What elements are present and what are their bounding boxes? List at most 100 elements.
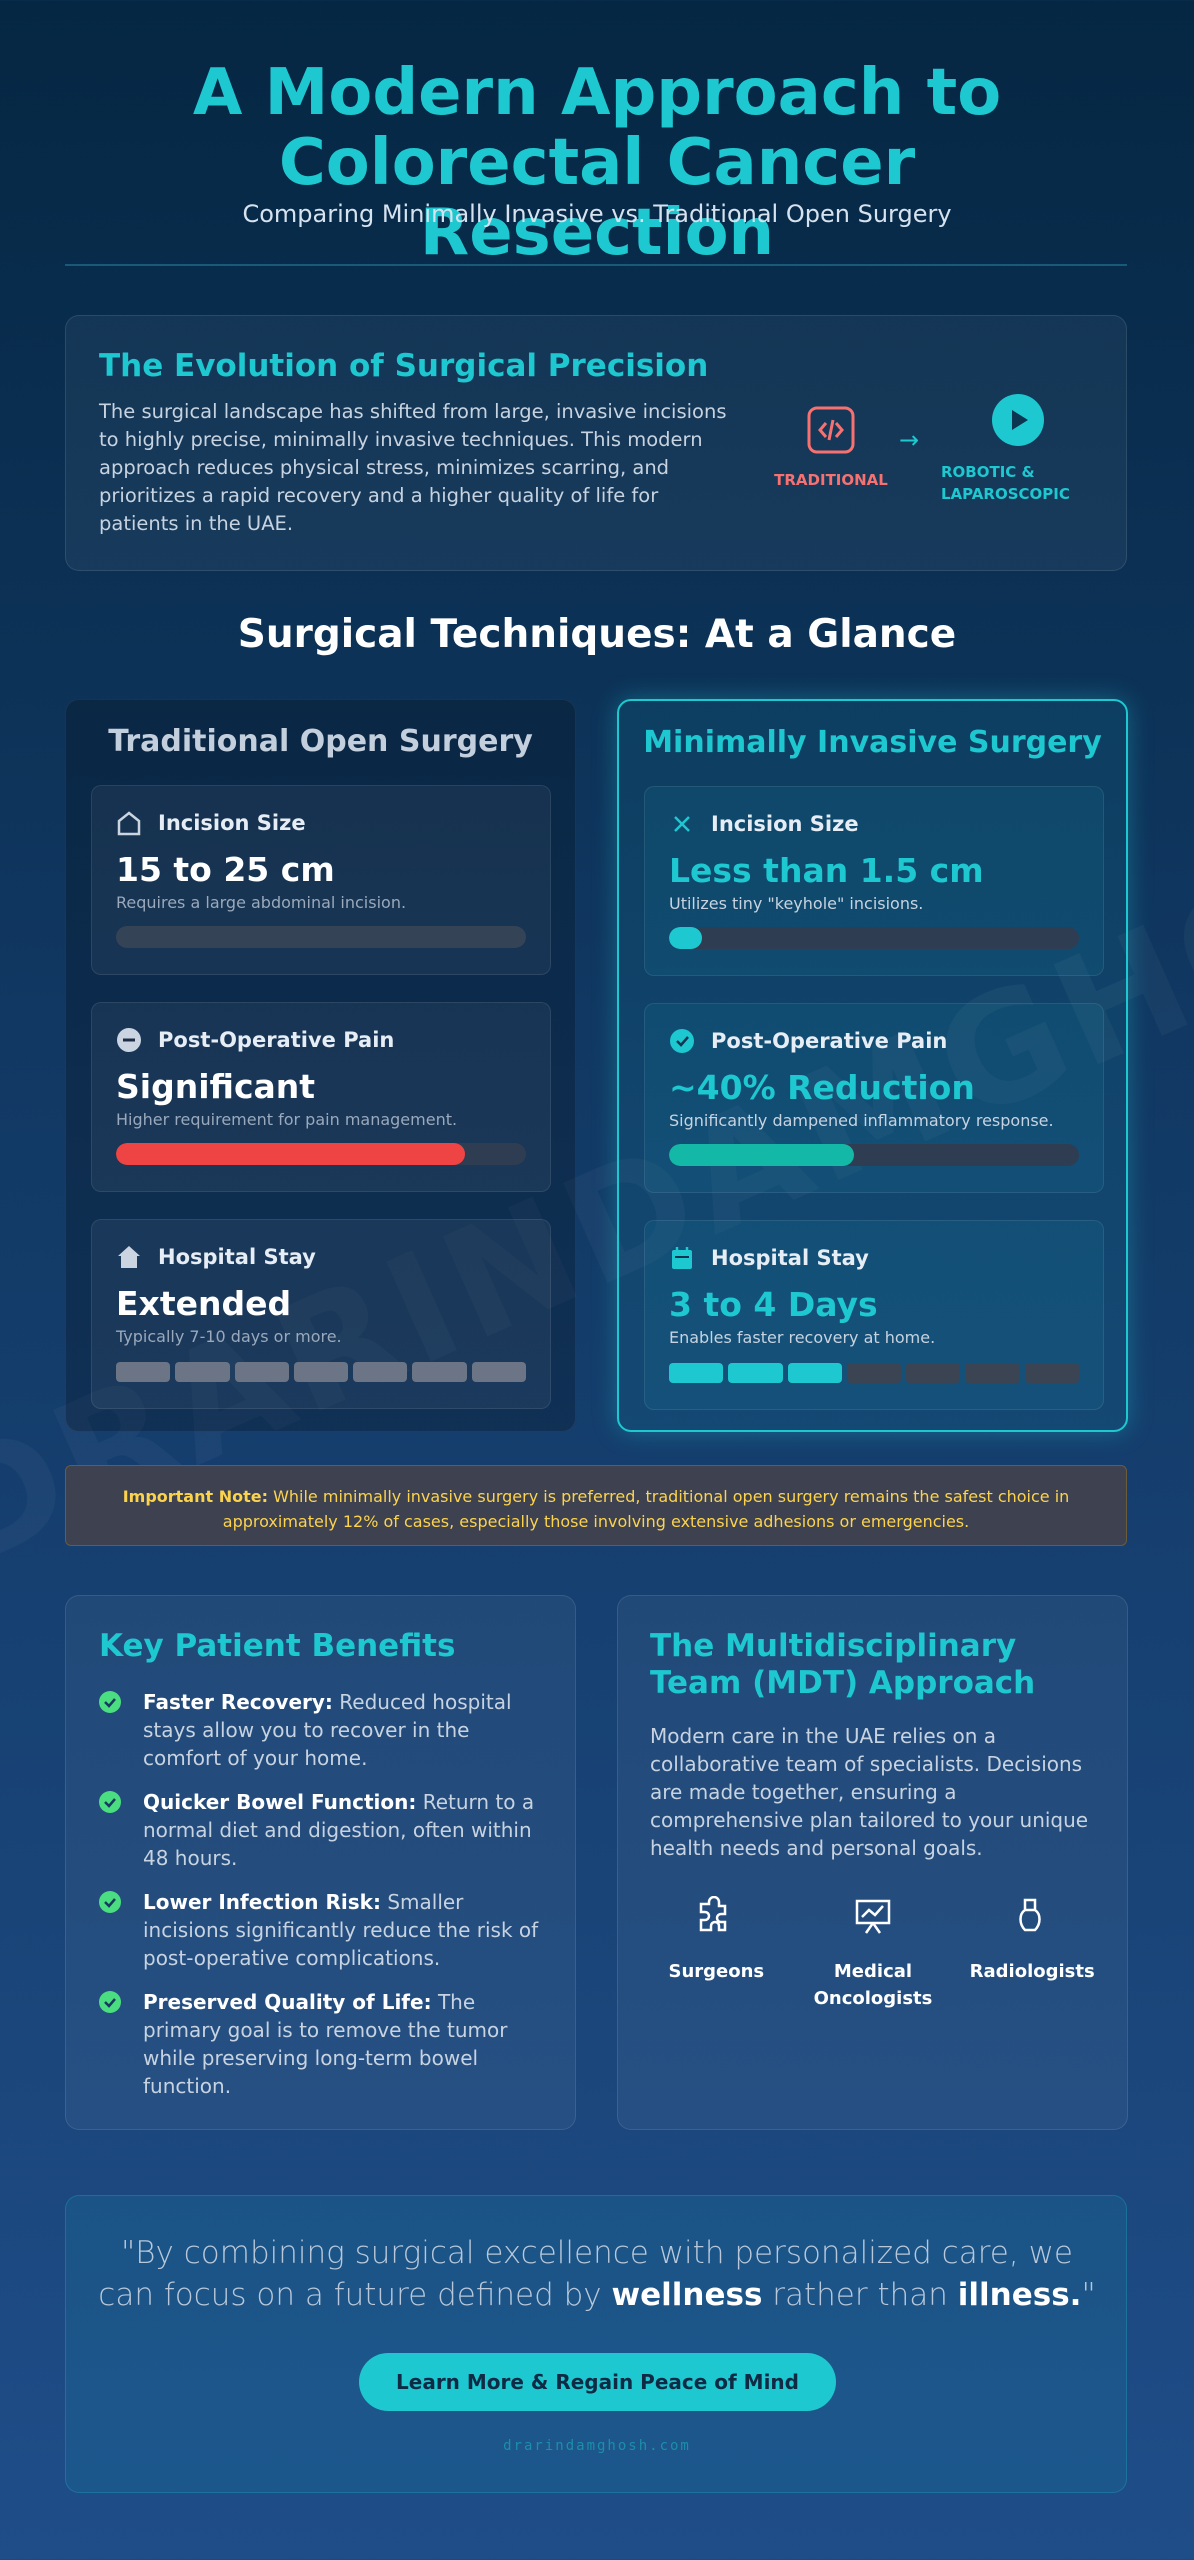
to-label: ROBOTIC & LAPAROSCOPIC	[941, 463, 1070, 503]
evolution-card: The Evolution of Surgical Precision The …	[65, 315, 1127, 571]
benefit-lead: Quicker Bowel Function:	[143, 1790, 417, 1814]
mdt-text: Modern care in the UAE relies on a colla…	[650, 1724, 1089, 1860]
icon	[116, 1244, 142, 1270]
divider	[65, 264, 1127, 266]
metric-label: Hospital Stay	[158, 1245, 316, 1269]
metric-value: Less than 1.5 cm	[669, 851, 984, 890]
metric-card: Post-Operative Pain ~40% Reduction Signifi…	[644, 1003, 1104, 1193]
evolution-title: The Evolution of Surgical Precision	[99, 348, 709, 384]
progress-fill	[116, 926, 526, 948]
progress-track	[669, 927, 1079, 949]
metric-note: Utilizes tiny "keyhole" incisions.	[669, 894, 924, 913]
role: Radiologists	[960, 1896, 1100, 2012]
segment	[1024, 1363, 1079, 1383]
metric-label: Hospital Stay	[711, 1246, 869, 1270]
benefit-lead: Preserved Quality of Life:	[143, 1990, 432, 2014]
note-text: While minimally invasive surgery is pref…	[222, 1487, 1070, 1531]
role-label: Medical Oncologists	[813, 1961, 933, 2009]
metric-header: Hospital Stay	[669, 1243, 1079, 1273]
benefit-item: Faster Recovery: Reduced hospital stays …	[99, 1688, 549, 1788]
note-box: Important Note: While minimally invasive…	[65, 1465, 1127, 1546]
benefits-title: Key Patient Benefits	[99, 1628, 456, 1664]
benefit-text: The primary goal is to remove the tumor …	[143, 1990, 508, 2098]
quote-emphasis: wellness	[611, 2277, 763, 2313]
segment	[787, 1363, 842, 1383]
role-label: Surgeons	[668, 1961, 765, 1982]
segment	[412, 1362, 467, 1382]
metric-card: Incision Size Less than 1.5 cm Utilizes ti…	[644, 786, 1104, 976]
technique-column: Traditional Open Surgery Incision Size 15 …	[65, 699, 576, 1432]
metric-note: Higher requirement for pain management.	[116, 1110, 458, 1129]
arrow: →	[899, 426, 920, 454]
metric-value: Extended	[116, 1284, 292, 1323]
note-label: Important Note:	[122, 1487, 268, 1506]
segment	[293, 1362, 349, 1382]
segment	[116, 1362, 171, 1382]
title: A Modern Approach to Colorectal Cancer R…	[192, 56, 1002, 270]
metric-note: Typically 7-10 days or more.	[116, 1327, 342, 1346]
role-label: Radiologists	[969, 1961, 1095, 1982]
benefit-text: Return to a normal diet and digestion, o…	[143, 1790, 535, 1870]
segment	[234, 1362, 289, 1382]
metric-header: Post-Operative Pain	[669, 1026, 1079, 1056]
segment	[846, 1363, 902, 1383]
cta-button[interactable]: Learn More & Regain Peace of Mind	[359, 2353, 836, 2411]
traditional-icon	[807, 406, 855, 454]
progress-track	[116, 1143, 526, 1165]
quote-text: "	[1081, 2277, 1096, 2313]
check-icon	[99, 1891, 121, 1920]
metric-card: Hospital Stay 3 to 4 Days Enables faster r…	[644, 1220, 1104, 1410]
benefit-text: Smaller incisions significantly reduce t…	[143, 1890, 539, 1970]
metric-value: 3 to 4 Days	[669, 1285, 878, 1324]
metric-note: Significantly dampened inflammatory resp…	[669, 1111, 1054, 1130]
benefit-text: Reduced hospital stays allow you to reco…	[143, 1690, 512, 1770]
column-title: Traditional Open Surgery	[108, 724, 533, 759]
benefit-item: Quicker Bowel Function: Return to a norm…	[99, 1788, 549, 1888]
metric-card: Incision Size 15 to 25 cm Requires a large…	[91, 785, 551, 975]
metric-header: Incision Size	[669, 809, 1079, 839]
robotic-icon	[992, 394, 1044, 446]
progress-track	[116, 926, 526, 948]
role-icon	[960, 1896, 1100, 1958]
footer: drarindamghosh.com	[503, 2438, 691, 2454]
quote-text: "By combining surgical excellence with p…	[98, 2235, 1073, 2313]
progress-fill	[669, 927, 702, 949]
subtitle: Comparing Minimally Invasive vs. Traditi…	[242, 200, 952, 228]
quote-text: rather than	[762, 2277, 958, 2313]
mdt-title: The Multidisciplinary Team (MDT) Approac…	[650, 1628, 1036, 1701]
benefit-item: Lower Infection Risk: Smaller incisions …	[99, 1888, 549, 1988]
metric-header: Incision Size	[116, 808, 526, 838]
benefit-item: Preserved Quality of Life: The primary g…	[99, 1988, 549, 2098]
benefit-lead: Lower Infection Risk:	[143, 1890, 381, 1914]
icon	[669, 1245, 695, 1271]
icon	[116, 810, 142, 836]
evolution-text: The surgical landscape has shifted from …	[99, 400, 727, 535]
check-icon	[99, 1991, 121, 2020]
techniques-title: Surgical Techniques: At a Glance	[237, 612, 957, 657]
progress-track	[669, 1144, 1079, 1166]
segment	[669, 1363, 724, 1383]
column-title: Minimally Invasive Surgery	[643, 725, 1102, 760]
role: Surgeons	[646, 1895, 786, 2012]
metric-value: ~40% Reduction	[669, 1068, 975, 1107]
segment	[965, 1363, 1020, 1383]
benefits-list: Faster Recovery: Reduced hospital stays …	[99, 1688, 549, 2098]
role-icon	[646, 1895, 786, 1958]
technique-column: Minimally Invasive Surgery Incision Size L…	[617, 699, 1128, 1432]
progress-fill	[116, 1143, 465, 1165]
metric-value: Significant	[116, 1067, 316, 1106]
quote-card: "By combining surgical excellence with p…	[65, 2195, 1127, 2493]
role-icon	[803, 1896, 943, 1958]
quote-emphasis: illness.	[957, 2277, 1082, 2313]
metric-label: Post-Operative Pain	[711, 1029, 948, 1053]
segment	[353, 1362, 408, 1382]
metric-header: Post-Operative Pain	[116, 1025, 526, 1055]
metric-label: Incision Size	[711, 812, 859, 836]
from-label: TRADITIONAL	[774, 471, 888, 489]
metric-card: Post-Operative Pain Significant Higher req…	[91, 1002, 551, 1192]
metric-note: Enables faster recovery at home.	[669, 1328, 936, 1347]
check-icon	[99, 1691, 121, 1720]
metric-label: Incision Size	[158, 811, 306, 835]
progress-fill	[669, 1144, 854, 1166]
